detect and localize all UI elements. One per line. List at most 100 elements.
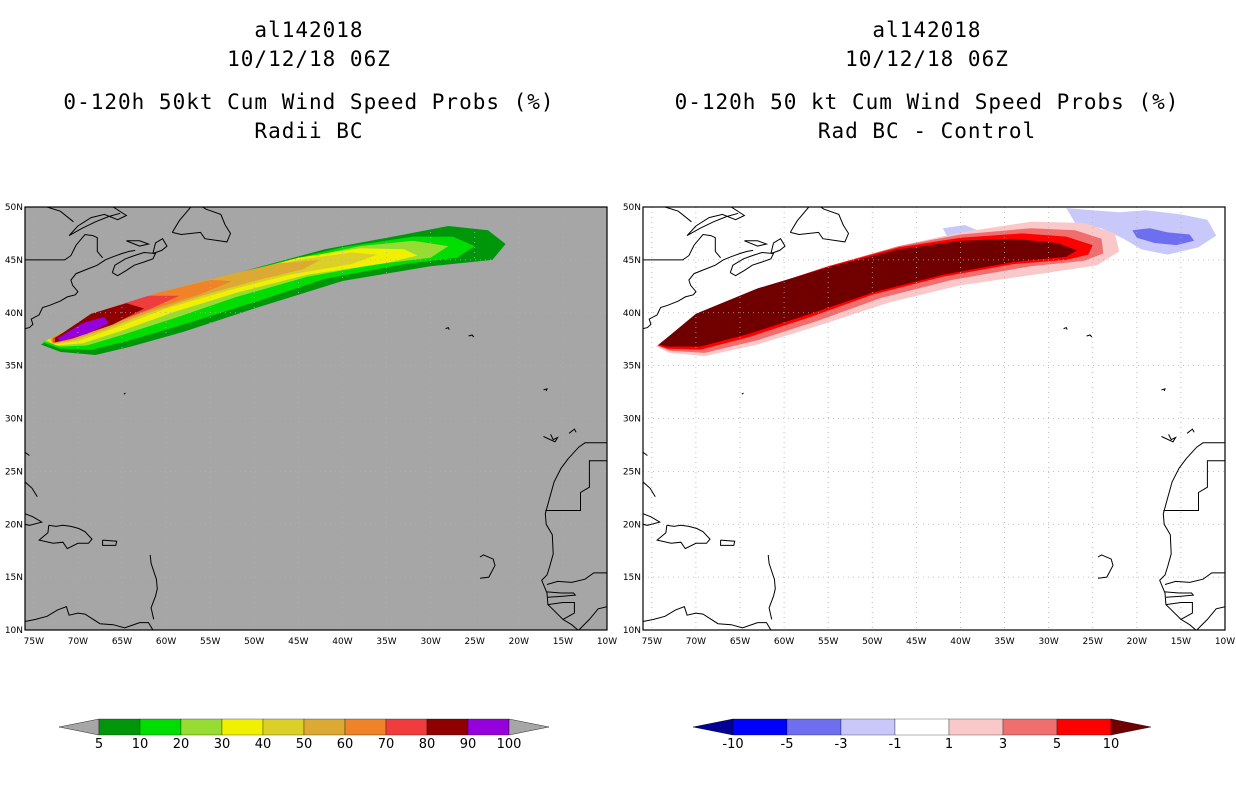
lon-tick-label: 65W (112, 637, 132, 647)
colorbar-label: 70 (378, 737, 395, 752)
coastline (546, 591, 577, 598)
colorbar-label: 50 (296, 737, 313, 752)
coastline (543, 434, 559, 443)
lat-tick-label: 30N (5, 415, 23, 425)
lat-tick-label: 35N (623, 362, 641, 372)
coastline (1164, 572, 1225, 585)
left-title: 0-120h 50kt Cum Wind Speed Probs (%) (63, 90, 555, 114)
lat-tick-label: 15N (5, 573, 23, 583)
coastline (25, 249, 136, 330)
coastline (770, 238, 786, 254)
colorbar-swatch (262, 718, 305, 736)
left-colorbar: 5 10 20 30 40 50 60 70 80 90 100 (58, 718, 550, 752)
lon-tick-label: 60W (774, 637, 794, 647)
colorbar-label: -1 (889, 737, 902, 752)
coastline (744, 240, 769, 247)
colorbar-label: 3 (999, 737, 1007, 752)
colorbar-swatch (221, 718, 264, 736)
colorbar-swatch (732, 718, 788, 736)
coastline (568, 428, 577, 434)
colorbar-label: 100 (497, 737, 522, 752)
coastline (1196, 606, 1225, 630)
map-frame (642, 206, 1226, 631)
coastline (664, 207, 692, 223)
coastline (445, 326, 450, 330)
coastline (468, 334, 475, 338)
colorbar-swatch (1056, 718, 1112, 736)
colorbar-swatch (467, 718, 510, 736)
coastline (545, 460, 607, 511)
lon-tick-label: 65W (730, 637, 750, 647)
coastline (25, 606, 154, 630)
lon-tick-label: 20W (1127, 637, 1147, 647)
colorbar-extend-low (692, 718, 734, 736)
left-subtitle: Radii BC (254, 119, 364, 143)
coastline (643, 233, 721, 261)
lon-tick-label: 50W (862, 637, 882, 647)
coastline (686, 207, 746, 237)
coastline (1086, 334, 1093, 338)
coastline (547, 602, 575, 620)
coastline (25, 233, 103, 261)
lat-tick-label: 50N (5, 203, 23, 213)
lat-tick-label: 40N (5, 309, 23, 319)
map-content (643, 207, 1225, 630)
map-content (25, 207, 607, 630)
lon-tick-label: 75W (24, 637, 44, 647)
lon-tick-label: 40W (332, 637, 352, 647)
coastline (643, 481, 656, 498)
lon-tick-label: 10W (1215, 637, 1235, 647)
lat-tick-label: 30N (623, 415, 641, 425)
lat-tick-label: 20N (623, 520, 641, 530)
colorbar-label: 40 (255, 737, 272, 752)
probability-contour-3 (47, 248, 418, 346)
colorbar-swatch (180, 718, 223, 736)
lon-tick-label: 20W (509, 637, 529, 647)
colorbar-label: 20 (173, 737, 190, 752)
coastline (643, 249, 754, 330)
lon-tick-label: 35W (376, 637, 396, 647)
colorbar-swatch (786, 718, 842, 736)
lat-tick-label: 50N (623, 203, 641, 213)
lon-tick-label: 60W (156, 637, 176, 647)
lon-tick-label: 25W (465, 637, 485, 647)
lon-tick-label: 50W (244, 637, 264, 647)
coastline (546, 572, 607, 585)
coastline (1164, 591, 1195, 598)
lon-tick-label: 45W (906, 637, 926, 647)
lat-tick-label: 40N (623, 309, 641, 319)
lat-tick-label: 10N (623, 626, 641, 636)
coastline (789, 207, 850, 243)
coastline (1161, 434, 1177, 443)
lon-tick-label: 15W (1171, 637, 1191, 647)
coastline (541, 442, 607, 630)
right-storm-id: al142018 (872, 18, 982, 42)
lon-tick-label: 25W (1083, 637, 1103, 647)
coastline (102, 539, 118, 546)
right-title: 0-120h 50 kt Cum Wind Speed Probs (%) (674, 90, 1180, 114)
lon-tick-label: 75W (642, 637, 662, 647)
left-storm-id: al142018 (254, 18, 364, 42)
coastline (643, 513, 662, 526)
probability-contour-2 (1132, 228, 1195, 246)
colorbar-swatch (139, 718, 182, 736)
coastline (741, 392, 744, 395)
colorbar-swatch (840, 718, 896, 736)
coastline (1161, 388, 1166, 392)
colorbar-label: 80 (419, 737, 436, 752)
colorbar-swatch (344, 718, 387, 736)
lon-tick-label: 55W (200, 637, 220, 647)
colorbar-extend-high (1110, 718, 1152, 736)
colorbar-label: -3 (835, 737, 848, 752)
lat-tick-label: 15N (623, 573, 641, 583)
coastline (643, 451, 648, 456)
lat-tick-label: 45N (623, 256, 641, 266)
lon-tick-label: 15W (553, 637, 573, 647)
colorbar-swatch (894, 718, 950, 736)
lon-tick-label: 30W (1038, 637, 1058, 647)
lon-tick-label: 70W (686, 637, 706, 647)
coastline (123, 392, 126, 395)
colorbar-extend-low (58, 718, 100, 736)
